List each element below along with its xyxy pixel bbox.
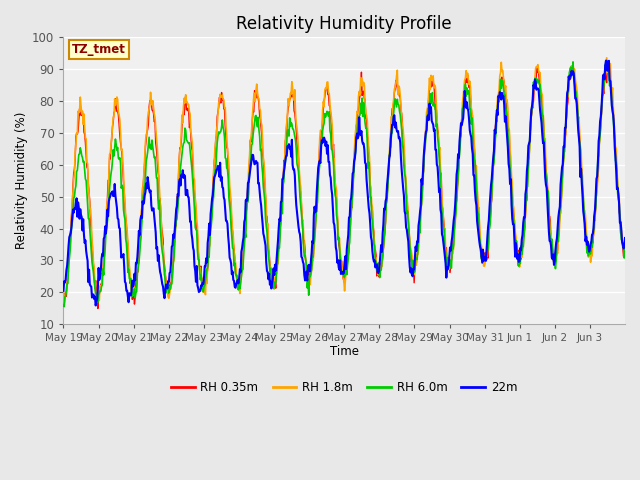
RH 1.8m — [126, 271, 134, 276]
RH 1.8m — [621, 248, 629, 254]
RH 1.8m — [603, 55, 611, 60]
22m — [602, 58, 610, 63]
RH 1.8m — [257, 120, 265, 125]
RH 0.35m — [60, 303, 67, 309]
RH 6.0m — [257, 146, 265, 152]
RH 1.8m — [60, 291, 67, 297]
RH 6.0m — [126, 276, 134, 282]
22m — [257, 203, 265, 208]
22m — [403, 227, 411, 232]
22m — [621, 235, 629, 241]
RH 1.8m — [278, 193, 286, 199]
RH 6.0m — [621, 243, 629, 249]
22m — [92, 302, 99, 308]
RH 6.0m — [435, 140, 442, 146]
RH 0.35m — [230, 240, 237, 246]
22m — [126, 292, 134, 298]
RH 0.35m — [403, 194, 411, 200]
Text: TZ_tmet: TZ_tmet — [72, 43, 125, 56]
RH 0.35m — [569, 60, 577, 66]
RH 6.0m — [230, 246, 237, 252]
RH 6.0m — [403, 211, 411, 216]
Line: RH 6.0m: RH 6.0m — [63, 62, 625, 307]
RH 6.0m — [60, 303, 67, 309]
RH 6.0m — [569, 59, 577, 65]
Legend: RH 0.35m, RH 1.8m, RH 6.0m, 22m: RH 0.35m, RH 1.8m, RH 6.0m, 22m — [166, 376, 522, 398]
22m — [278, 176, 286, 182]
RH 6.0m — [278, 211, 286, 216]
RH 0.35m — [94, 306, 102, 312]
RH 0.35m — [126, 281, 134, 287]
Line: 22m: 22m — [63, 60, 625, 305]
Title: Relativity Humidity Profile: Relativity Humidity Profile — [236, 15, 452, 33]
22m — [435, 175, 442, 181]
22m — [60, 288, 67, 294]
X-axis label: Time: Time — [330, 345, 359, 358]
Line: RH 0.35m: RH 0.35m — [63, 63, 625, 309]
Y-axis label: Relativity Humidity (%): Relativity Humidity (%) — [15, 112, 28, 250]
RH 1.8m — [435, 134, 442, 140]
Line: RH 1.8m: RH 1.8m — [63, 58, 625, 303]
RH 6.0m — [60, 304, 68, 310]
RH 1.8m — [230, 234, 237, 240]
RH 0.35m — [435, 129, 442, 135]
22m — [230, 277, 237, 283]
RH 0.35m — [621, 248, 629, 253]
RH 0.35m — [257, 125, 265, 131]
RH 0.35m — [278, 188, 286, 194]
RH 1.8m — [60, 300, 68, 306]
RH 1.8m — [403, 193, 411, 199]
